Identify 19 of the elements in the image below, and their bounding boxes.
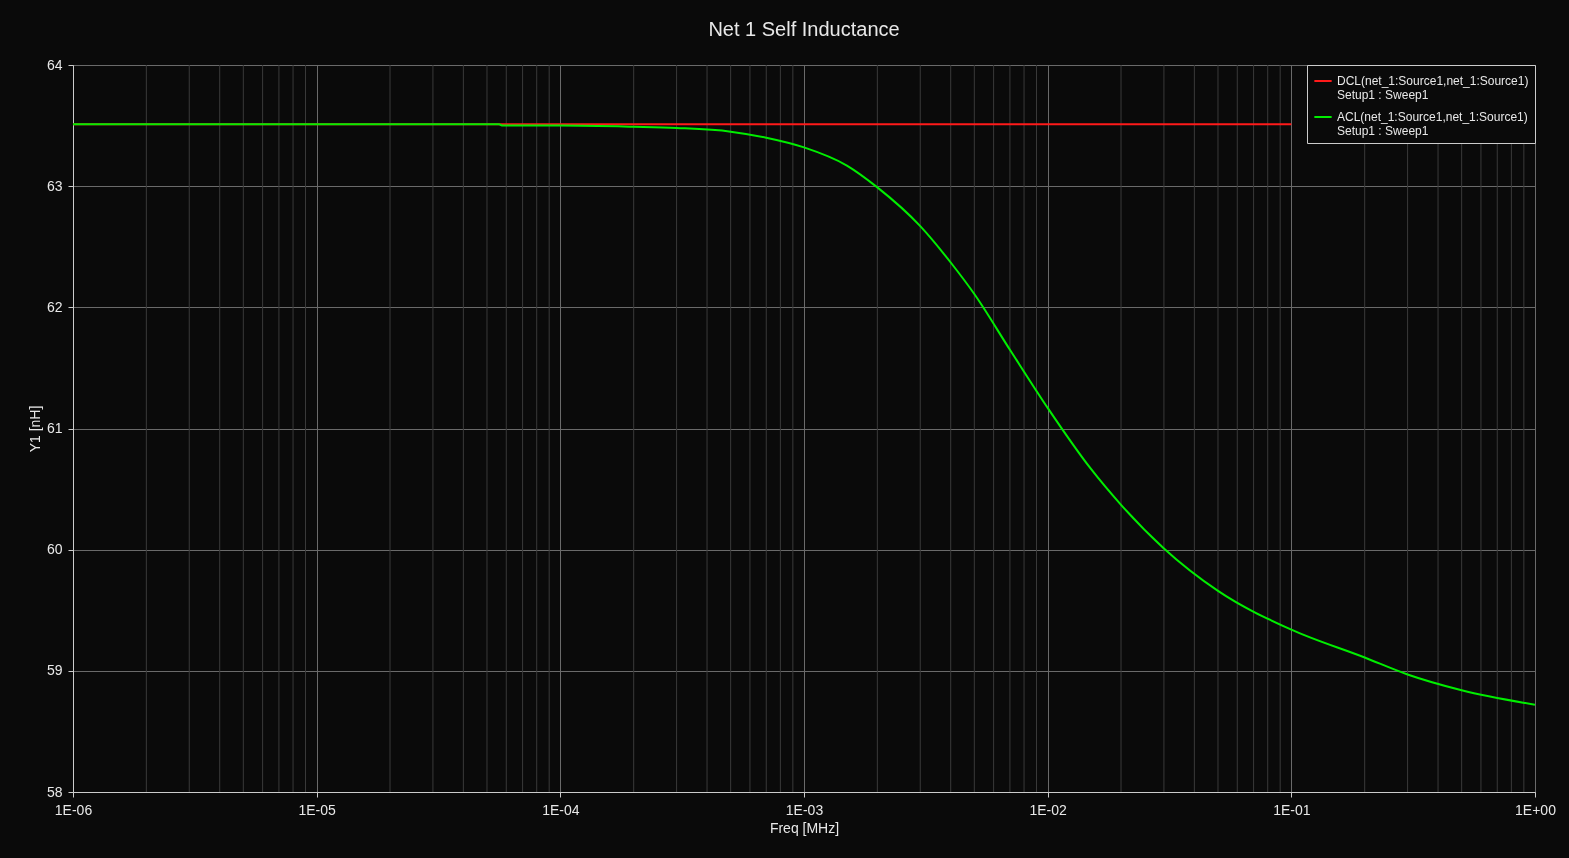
chart-title: Net 1 Self Inductance	[708, 18, 900, 40]
y-tick-label: 62	[46, 298, 63, 315]
y-axis-title: Y1 [nH]	[26, 405, 43, 453]
legend-label: DCL(net_1:Source1,net_1:Source1) Setup1 : Sweep1	[1337, 74, 1529, 102]
y-tick-label: 63	[46, 177, 63, 194]
x-tick-label: 1E-06	[54, 801, 93, 818]
x-tick-label: 1E-01	[1273, 801, 1311, 818]
x-tick-label: 1E-03	[785, 801, 824, 818]
x-axis-title: Freq [MHz]	[769, 819, 840, 836]
y-tick-label: 60	[46, 541, 63, 558]
x-tick-label: 1E-02	[1029, 801, 1068, 818]
y-tick-label: 59	[46, 662, 63, 679]
y-tick-label: 61	[46, 420, 63, 436]
x-tick-label: 1E+00	[1515, 801, 1557, 818]
y-tick-label: 58	[46, 783, 63, 800]
legend-label: ACL(net_1:Source1,net_1:Source1) Setup1 : Sweep1	[1337, 110, 1528, 138]
y-tick-label: 64	[46, 56, 63, 73]
x-tick-label: 1E-04	[542, 801, 580, 818]
x-tick-label: 1E-05	[298, 801, 337, 818]
